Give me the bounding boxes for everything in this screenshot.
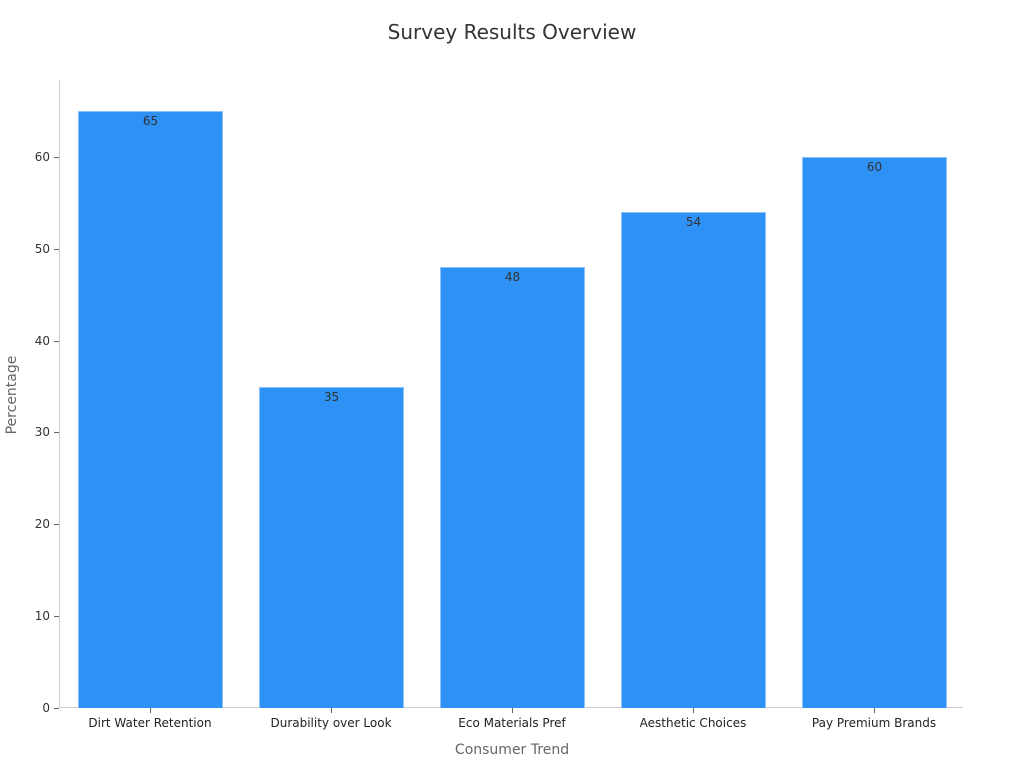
bar-value-label: 48 [504,270,521,284]
x-tick-label: Durability over Look [270,716,392,730]
bar-value-label: 54 [685,215,702,229]
x-tick [874,708,875,713]
bar-value-label: 60 [866,160,883,174]
y-tick-60: 60 [0,150,60,164]
y-tick-40: 40 [0,334,60,348]
x-tick [693,708,694,713]
bar-durability-over-look: 35 [259,387,404,708]
y-tick-50: 50 [0,242,60,256]
bar-pay-premium-brands: 60 [802,157,947,708]
x-tick [150,708,151,713]
bar-value-label: 65 [142,114,159,128]
y-tick-30: 30 [0,425,60,439]
x-tick-label: Eco Materials Pref [458,716,566,730]
x-tick-label: Pay Premium Brands [811,716,937,730]
chart-title: Survey Results Overview [387,20,637,44]
y-tick-10: 10 [0,609,60,623]
x-tick-label: Dirt Water Retention [88,716,212,730]
y-axis-line [59,80,60,708]
x-tick-label: Aesthetic Choices [639,716,747,730]
bar-value-label: 35 [323,390,340,404]
bar-dirt-water-retention: 65 [78,111,223,708]
y-axis-title: Percentage [4,355,20,435]
x-tick [512,708,513,713]
x-axis-title: Consumer Trend [454,742,570,758]
bar-eco-materials-pref: 48 [440,267,585,708]
x-tick [331,708,332,713]
y-tick-0: 0 [0,701,60,715]
y-tick-20: 20 [0,517,60,531]
bar-aesthetic-choices: 54 [621,212,766,708]
